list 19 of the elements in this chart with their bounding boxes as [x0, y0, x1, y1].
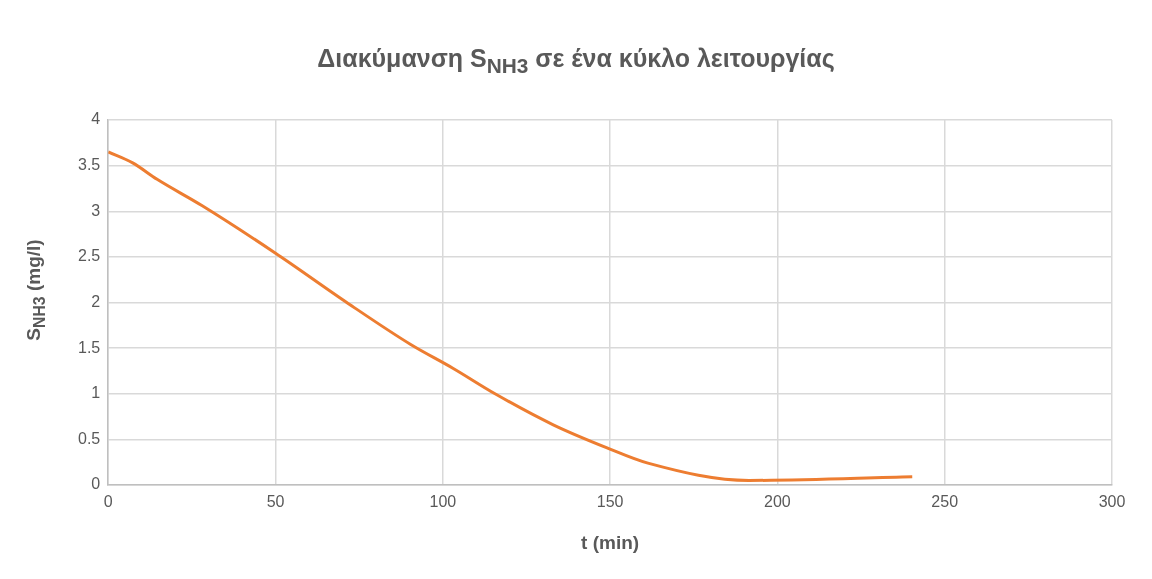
x-tick-label: 50	[266, 493, 285, 511]
x-tick-label: 300	[1098, 493, 1126, 511]
x-tick-label: 100	[429, 493, 457, 511]
y-tick-label: 3.5	[77, 156, 101, 174]
chart-title: Διακύμανση S$_{NH3}$ σε ένα κύκλο λειτουργίας	[316, 44, 836, 78]
x-tick-label: 0	[103, 493, 113, 511]
y-tick-label: 0	[91, 475, 101, 493]
y-tick-label: 3	[91, 201, 101, 219]
line-series	[108, 150, 914, 482]
y-tick-label: 1	[91, 384, 101, 402]
y-tick-label: 2	[91, 292, 101, 310]
x-tick-label: 200	[764, 493, 791, 511]
x-tick-label: 250	[931, 493, 959, 511]
x-tick-label: 150	[596, 493, 624, 511]
y-tick-label: 1.5	[77, 338, 101, 356]
y-tick-label: 0.5	[77, 429, 101, 447]
x-axis-title: t (min)	[581, 531, 640, 553]
y-tick-label: 4	[91, 110, 101, 128]
y-tick-label: 2.5	[77, 247, 101, 265]
